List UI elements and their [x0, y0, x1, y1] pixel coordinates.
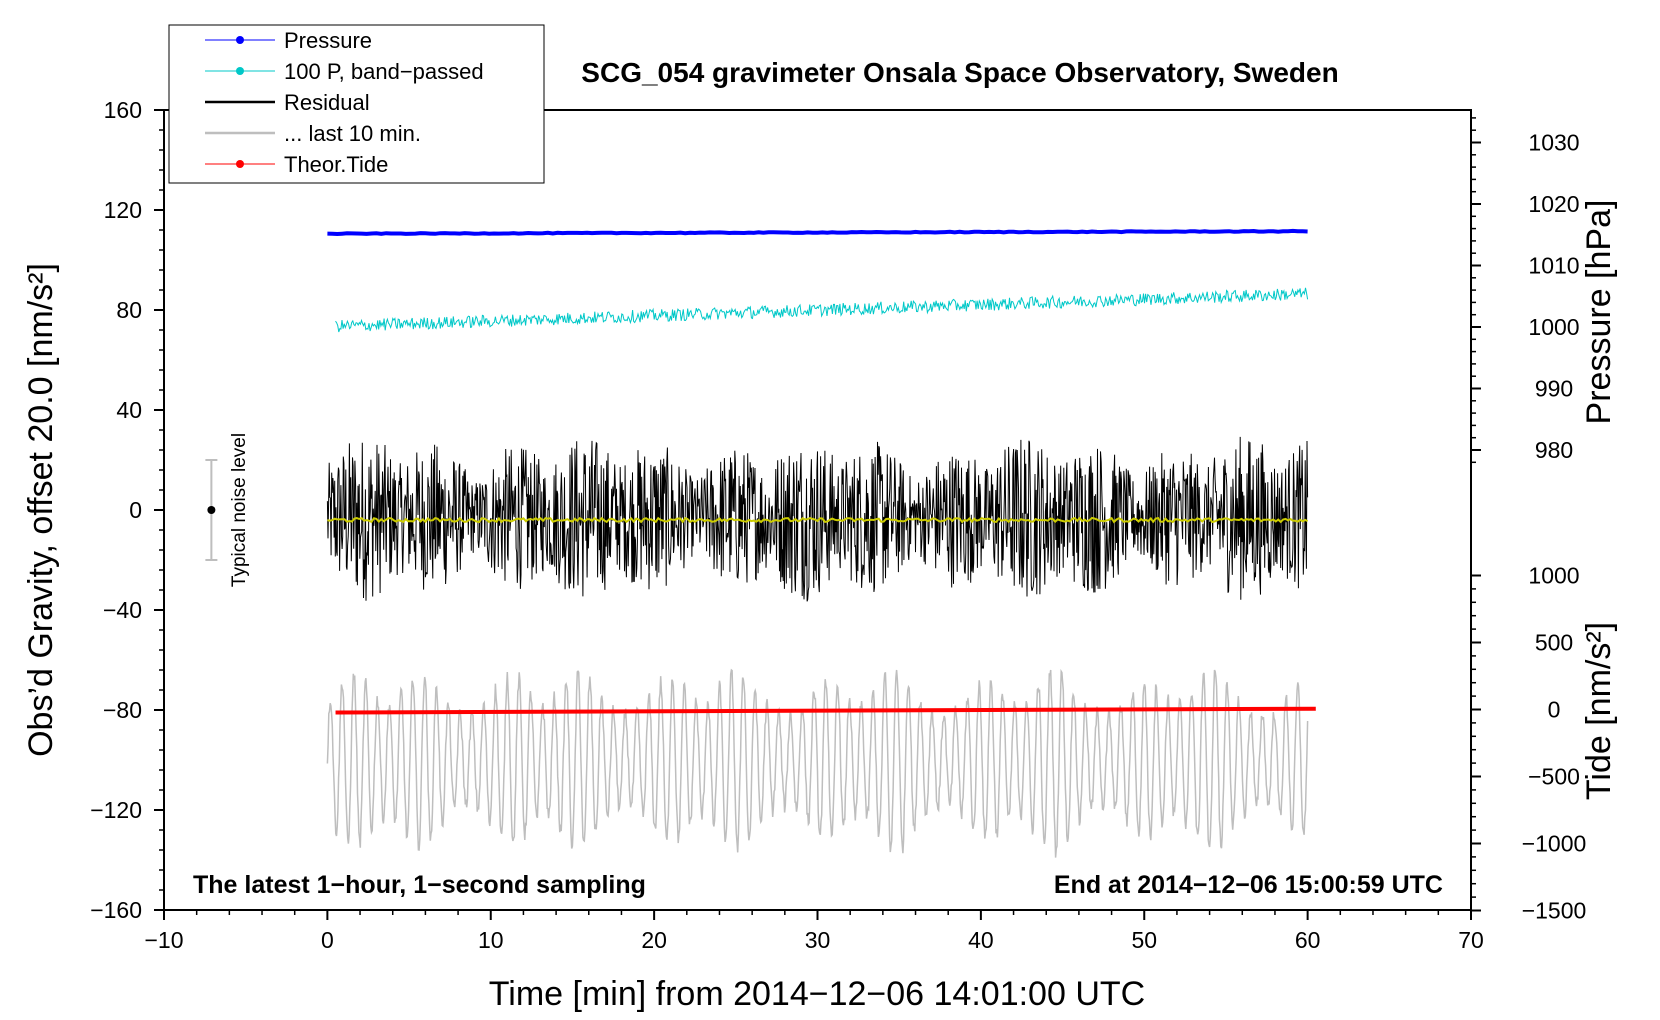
legend-box: [168, 24, 545, 184]
x-tick-label: 10: [478, 927, 504, 953]
x-tick-label: 70: [1458, 927, 1484, 953]
x-tick-label: 50: [1131, 927, 1157, 953]
x-axis-title: Time [min] from 2014−12−06 14:01:00 UTC: [489, 975, 1145, 1013]
y-axis-title: Obs’d Gravity, offset 20.0 [nm/s²]: [22, 263, 60, 757]
x-tick-label: 30: [805, 927, 831, 953]
y-tick-label: −40: [103, 597, 142, 623]
x-tick-label: 0: [321, 927, 334, 953]
x-tick-label: 40: [968, 927, 994, 953]
pressure-tick-label: 1010: [1528, 253, 1579, 279]
series-pressure: [327, 228, 1308, 237]
legend-swatch-marker: [236, 36, 244, 44]
noise-level-label: Typical noise level: [229, 433, 250, 587]
legend-item: Theor.Tide: [205, 152, 388, 177]
y-tick-label: 40: [116, 397, 142, 423]
pressure-tick-label: 1020: [1528, 191, 1579, 217]
legend-item: Residual: [205, 90, 370, 115]
legend-label: Pressure: [284, 28, 372, 53]
series-residual: [326, 436, 1309, 602]
pressure-tick-label: 1030: [1528, 130, 1579, 156]
y-tick-label: −80: [103, 697, 142, 723]
tide-axis-title: Tide [nm/s²]: [1580, 622, 1618, 800]
tide-tick-label: −1500: [1522, 898, 1587, 924]
ticks-layer: −10 0 10 20 30 40 50 60 70−160−120−80−4004080120…: [90, 97, 1586, 953]
series-last-10-min: [326, 668, 1309, 858]
pressure-axis-title: Pressure [hPa]: [1580, 200, 1618, 425]
tide-tick-label: 500: [1535, 630, 1573, 656]
chart-title: SCG_054 gravimeter Onsala Space Observat…: [581, 57, 1338, 88]
legend-item: Pressure: [205, 28, 372, 53]
legend-label: ... last 10 min.: [284, 121, 421, 146]
legend: Pressure 100 P, band−passed Residual ... la…: [168, 24, 545, 184]
series-residual-mean: [327, 516, 1309, 524]
legend-swatch-marker: [236, 160, 244, 168]
tide-tick-label: −500: [1528, 764, 1580, 790]
y-tick-label: 160: [104, 97, 142, 123]
noise-bar-center-dot: [207, 506, 216, 514]
tide-tick-label: 0: [1548, 697, 1561, 723]
tide-tick-label: −1000: [1522, 831, 1587, 857]
legend-item: 100 P, band−passed: [205, 59, 484, 84]
noise-indicator: Typical noise level: [205, 433, 250, 587]
x-tick-label: 60: [1295, 927, 1321, 953]
legend-swatch-marker: [236, 67, 244, 75]
y-tick-label: 0: [129, 497, 142, 523]
y-tick-label: −120: [90, 797, 142, 823]
pressure-tick-label: 990: [1535, 376, 1573, 402]
x-tick-label: −10: [144, 927, 183, 953]
series-pressure-bandpassed: [335, 287, 1309, 333]
y-tick-label: 120: [104, 197, 142, 223]
legend-label: Theor.Tide: [284, 152, 388, 177]
legend-label: 100 P, band−passed: [284, 59, 484, 84]
y-tick-label: −160: [90, 897, 142, 923]
series-layer: [326, 228, 1316, 858]
pressure-tick-label: 1000: [1528, 314, 1579, 340]
y-tick-label: 80: [116, 297, 142, 323]
legend-item: ... last 10 min.: [205, 121, 421, 146]
x-tick-label: 20: [641, 927, 667, 953]
series-theoretical-tide: [335, 706, 1316, 715]
sampling-note: The latest 1−hour, 1−second sampling: [193, 871, 646, 899]
legend-label: Residual: [284, 90, 370, 115]
pressure-tick-label: 980: [1535, 437, 1573, 463]
end-time-note: End at 2014−12−06 15:00:59 UTC: [1054, 871, 1443, 899]
tide-tick-label: 1000: [1528, 563, 1579, 589]
